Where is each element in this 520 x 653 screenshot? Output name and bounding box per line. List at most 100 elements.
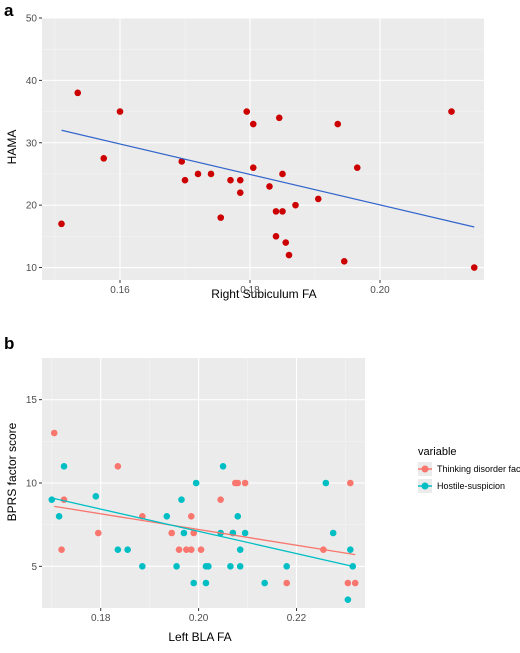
panel-a-background: [42, 18, 484, 280]
data-point: [272, 233, 280, 240]
data-point: [236, 189, 244, 196]
legend-key-point-thinking: [421, 465, 429, 473]
y-tick-label: 10: [26, 263, 38, 274]
data-point: [124, 546, 131, 553]
data-point: [114, 546, 122, 553]
data-point: [74, 89, 82, 97]
legend-entry-hostile-suspicion: Hostile-suspicion: [437, 481, 505, 491]
data-point: [234, 513, 242, 520]
data-point: [314, 195, 322, 203]
panel-a: a HAMA Right Subiculum FA b BPRS factor …: [4, 1, 317, 644]
data-point: [173, 563, 180, 570]
data-point: [175, 546, 183, 553]
data-point: [48, 496, 56, 503]
data-point: [236, 546, 244, 553]
y-tick-label: 5: [31, 562, 37, 573]
regression-line: [51, 497, 353, 567]
y-tick-label: 15: [26, 395, 38, 406]
x-tick-label: 0.20: [189, 613, 209, 624]
data-point: [340, 257, 348, 265]
data-point: [58, 546, 65, 553]
data-point: [243, 108, 251, 115]
x-tick-label: 0.20: [370, 285, 390, 296]
regression-line: [54, 505, 356, 556]
data-point: [279, 170, 286, 178]
data-point: [344, 596, 352, 603]
data-point: [139, 563, 146, 570]
data-point: [187, 546, 195, 553]
data-point: [60, 463, 68, 470]
data-point: [217, 496, 224, 503]
data-point: [236, 176, 244, 184]
data-point: [448, 108, 455, 115]
data-point: [116, 108, 124, 115]
data-point: [94, 529, 102, 537]
data-point: [163, 513, 171, 520]
data-point: [227, 563, 234, 570]
data-point: [100, 155, 108, 162]
legend-entry-thinking-disorder: Thinking disorder factor: [437, 464, 520, 474]
data-point: [266, 183, 273, 190]
x-tick-label: 0.16: [110, 285, 130, 296]
x-tick-label: 0.18: [91, 613, 111, 624]
data-point: [92, 493, 100, 500]
y-tick-label: 30: [26, 138, 38, 149]
data-point: [292, 201, 299, 209]
data-point: [183, 546, 190, 553]
panel-a-y-axis-title: HAMA: [5, 130, 19, 165]
regression-line: [61, 129, 475, 228]
data-point: [285, 251, 293, 259]
data-point: [353, 164, 361, 172]
data-point: [347, 546, 354, 553]
data-point: [180, 529, 188, 537]
x-tick-label: 0.22: [287, 613, 307, 624]
data-point: [205, 563, 212, 570]
data-point: [241, 479, 249, 487]
data-point: [168, 529, 175, 537]
data-point: [249, 120, 257, 128]
data-point: [283, 579, 290, 587]
data-point: [219, 463, 227, 470]
data-point: [50, 429, 58, 437]
data-point: [272, 208, 280, 215]
y-tick-label: 10: [26, 479, 38, 490]
panel-b-legend: variable Thinking disorder factor Hostil…: [418, 446, 520, 493]
y-tick-label: 50: [26, 14, 38, 25]
data-point: [249, 164, 257, 172]
data-point: [236, 563, 244, 570]
data-point: [194, 170, 202, 178]
data-point: [351, 579, 359, 587]
panel-b-label: b: [4, 334, 14, 353]
legend-key-point-hostile: [421, 482, 429, 490]
x-tick-label: 0.18: [240, 285, 260, 296]
data-point: [279, 208, 286, 215]
panel-b-x-axis-title: Left BLA FA: [168, 630, 231, 644]
data-point: [344, 579, 352, 587]
data-point: [283, 563, 290, 570]
data-point: [207, 170, 215, 178]
panel-b-legend-title: variable: [418, 446, 457, 458]
data-point: [178, 496, 185, 503]
data-point: [261, 579, 268, 587]
panel-a-x-axis-title: Right Subiculum FA: [211, 287, 316, 301]
data-point: [58, 220, 65, 228]
data-point: [329, 529, 337, 537]
data-point: [197, 546, 205, 553]
panel-a-plot: 0.16 0.18 0.20 10 20 30 40 50: [26, 14, 484, 296]
data-point: [190, 529, 198, 537]
data-point: [192, 479, 200, 487]
data-point: [202, 579, 210, 587]
data-point: [234, 479, 242, 487]
data-point: [114, 463, 122, 470]
data-point: [227, 176, 234, 184]
data-point: [275, 114, 283, 122]
data-point: [178, 158, 186, 165]
data-point: [187, 513, 195, 520]
data-point: [282, 239, 290, 246]
data-point: [470, 264, 478, 271]
y-tick-label: 40: [26, 76, 38, 87]
panel-b-plot: 0.18 0.20 0.22 5 10 15: [26, 358, 365, 624]
data-point: [334, 120, 342, 128]
